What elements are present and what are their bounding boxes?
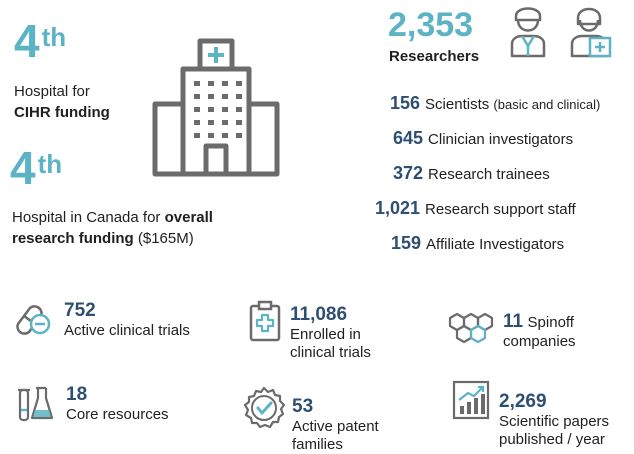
cihr-caption: Hospital for CIHR funding [14,82,110,122]
breakdown-label: Scientists [425,96,490,113]
breakdown-number: 159 [391,233,422,253]
cihr-rank: 4th [14,18,66,64]
researchers-total-number: 2,353 [388,6,474,44]
lab-flask-icon [18,386,54,422]
stat-patent: 53 Active patent families [292,396,379,454]
clipboard-medical-icon [249,300,281,342]
stat-label-line1: Enrolled in [290,326,361,343]
stat-number: 11 [503,311,524,332]
breakdown-label: Affiliate Investigators [426,236,565,253]
overall-rank-number: 4 [10,142,36,194]
badge-check-icon [243,386,286,429]
molecule-icon [448,312,494,344]
stat-label: Active clinical trials [64,322,190,339]
researchers-label: Researchers [389,48,480,65]
overall-caption-bold2: research funding [12,230,134,247]
overall-caption-bold1: overall [164,209,213,226]
stat-number: 18 [66,384,88,405]
breakdown-row-affiliates: 159 Affiliate Investigators [391,233,564,254]
cihr-caption-line2: CIHR funding [14,104,110,121]
stat-number: 53 [292,396,314,417]
stat-core-resources: 18 Core resources [66,384,169,424]
pill-icon [16,305,51,335]
stat-number: 2,269 [499,391,547,412]
breakdown-note: (basic and clinical) [493,97,601,112]
stat-label-line1: Spinoff [527,314,574,331]
cihr-rank-suffix: th [41,22,67,52]
researchers-total: 2,353 [388,6,473,44]
hospital-icon [152,38,280,177]
researcher-person-icon [510,7,546,58]
doctor-icon [570,7,612,58]
breakdown-number: 156 [390,93,421,113]
stat-number: 11,086 [290,304,348,325]
breakdown-row-scientists: 156 Scientists (basic and clinical) [390,93,600,114]
stat-spinoff: 11 Spinoff companies [503,311,576,351]
breakdown-row-support: 1,021 Research support staff [375,198,576,219]
breakdown-row-trainees: 372 Research trainees [393,163,550,184]
breakdown-label: Research trainees [428,166,550,183]
cihr-rank-number: 4 [14,15,40,67]
stat-label-line2: clinical trials [290,344,371,361]
stat-label-line2: families [292,436,343,453]
overall-rank: 4th [10,145,62,191]
stat-number: 752 [64,300,96,321]
breakdown-row-clinicians: 645 Clinician investigators [393,128,573,149]
stat-label: Core resources [66,406,169,423]
stat-label-line2: companies [503,333,576,350]
breakdown-label: Research support staff [425,201,576,218]
cihr-caption-line1: Hospital for [14,83,90,100]
chart-growth-icon [452,380,490,420]
stat-papers: 2,269 Scientific papers published / year [499,391,609,449]
stat-label-line1: Active patent [292,418,379,435]
stat-label-line2: published / year [499,431,605,448]
overall-caption-pre: Hospital in Canada for [12,209,161,226]
stat-clinical-trials: 752 Active clinical trials [64,300,190,340]
breakdown-number: 645 [393,128,424,148]
overall-caption-amount: ($165M) [137,230,194,247]
breakdown-number: 1,021 [375,198,421,218]
breakdown-label: Clinician investigators [428,131,574,148]
stat-enrolled: 11,086 Enrolled in clinical trials [290,304,371,362]
overall-caption: Hospital in Canada for overall research … [12,208,272,248]
stat-label-line1: Scientific papers [499,413,610,430]
overall-rank-suffix: th [37,149,63,179]
breakdown-number: 372 [393,163,424,183]
